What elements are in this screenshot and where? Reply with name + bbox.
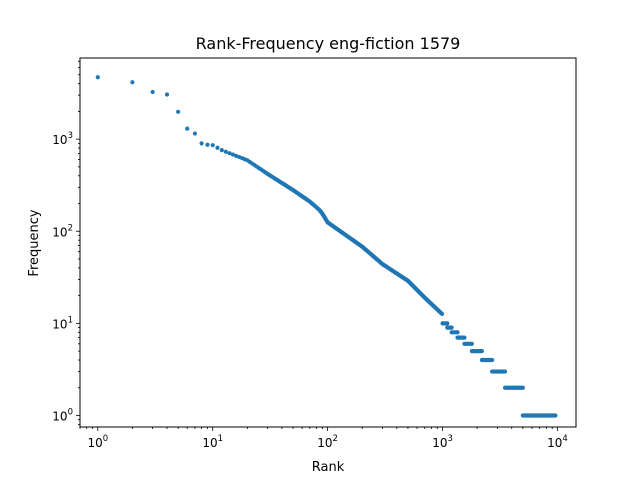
x-tick-label: 102	[317, 434, 338, 450]
x-axis-ticks: 100 101 102 103 104	[79, 427, 568, 450]
y-tick-label: 102	[52, 223, 73, 239]
y-tick-label: 103	[52, 131, 73, 147]
y-axis-label: Frequency	[27, 209, 42, 276]
data-point	[230, 152, 236, 157]
data-point	[164, 92, 170, 97]
x-tick-label: 104	[547, 434, 568, 450]
chart-title: Rank-Frequency eng-fiction 1579	[196, 34, 461, 53]
y-tick-label: 101	[52, 315, 73, 331]
data-point	[199, 141, 204, 146]
data-point	[192, 131, 198, 136]
data-point	[130, 80, 135, 85]
data-point	[223, 149, 228, 154]
y-tick-label: 100	[52, 407, 73, 423]
data-point	[439, 311, 445, 317]
data-points	[95, 75, 558, 418]
data-point	[150, 89, 155, 95]
data-point	[176, 109, 181, 114]
y-axis-ticks: 100 101 102 103	[52, 60, 80, 425]
x-tick-label: 100	[87, 434, 108, 450]
x-tick-label: 101	[202, 434, 223, 450]
x-axis-label: Rank	[312, 460, 345, 475]
x-tick-label: 103	[432, 434, 453, 450]
data-point	[185, 126, 190, 131]
data-point	[219, 148, 224, 153]
data-point	[205, 142, 210, 147]
data-point	[215, 145, 220, 150]
data-point	[95, 75, 100, 80]
data-point	[227, 151, 232, 156]
data-point	[210, 143, 215, 148]
